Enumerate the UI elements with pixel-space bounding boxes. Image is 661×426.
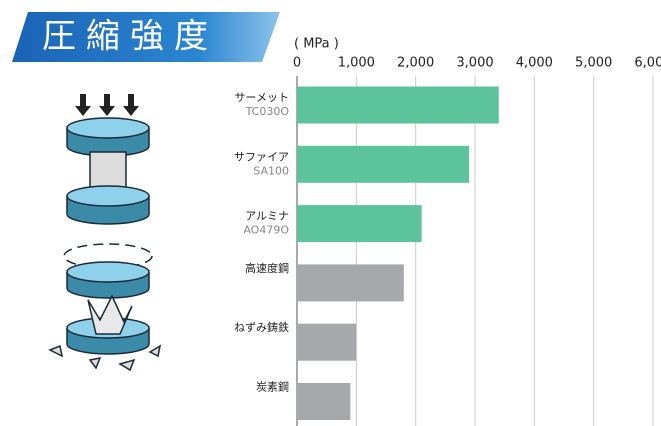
bar — [297, 145, 470, 183]
x-tick-label: 0 — [293, 56, 301, 71]
y-tick-label: 高速度鋼 — [245, 261, 289, 275]
y-tick-label: 炭素鋼 — [256, 380, 289, 394]
x-tick-label: 3,000 — [456, 56, 493, 71]
y-tick-label: アルミナ — [245, 210, 289, 223]
bar — [297, 383, 351, 420]
x-tick-label: 4,000 — [516, 56, 553, 71]
bar — [297, 323, 357, 361]
bar — [297, 86, 499, 124]
category-code: TC030O — [245, 105, 290, 118]
axis-label: ( MPa ) — [294, 37, 339, 52]
category-code: AO479O — [243, 224, 289, 237]
bar — [297, 264, 404, 302]
x-tick-label: 6,000 — [634, 56, 661, 71]
illustration — [48, 94, 162, 372]
y-tick-label: サーメット — [234, 91, 289, 104]
bar — [297, 205, 422, 243]
title-banner — [12, 12, 280, 62]
y-tick-label: サファイア — [234, 150, 289, 163]
category-code: SA100 — [253, 164, 289, 177]
chart-title: 圧縮強度 — [42, 17, 218, 57]
x-tick-label: 2,000 — [397, 56, 434, 71]
x-tick-label: 5,000 — [575, 56, 612, 71]
y-tick-label: ねずみ鋳鉄 — [234, 320, 289, 334]
x-tick-label: 1,000 — [338, 56, 375, 71]
